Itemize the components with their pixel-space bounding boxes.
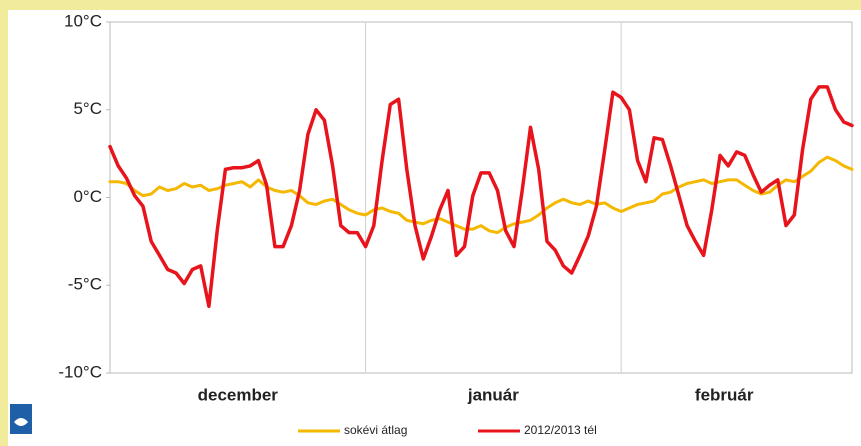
legend-label: 2012/2013 tél [524,423,597,437]
x-tick-label: január [467,385,519,404]
x-tick-label: december [198,385,279,404]
y-tick-label: -5°C [68,275,102,294]
y-tick-label: -10°C [58,362,102,381]
plot-area [109,21,853,374]
legend-label: sokévi átlag [344,423,407,437]
y-tick-label: 10°C [64,11,102,30]
series-line [108,85,854,309]
y-tick-label: 0°C [73,187,102,206]
x-tick-label: február [695,385,754,404]
y-tick-label: 5°C [73,99,102,118]
logo [10,404,32,434]
series-line [108,155,854,235]
